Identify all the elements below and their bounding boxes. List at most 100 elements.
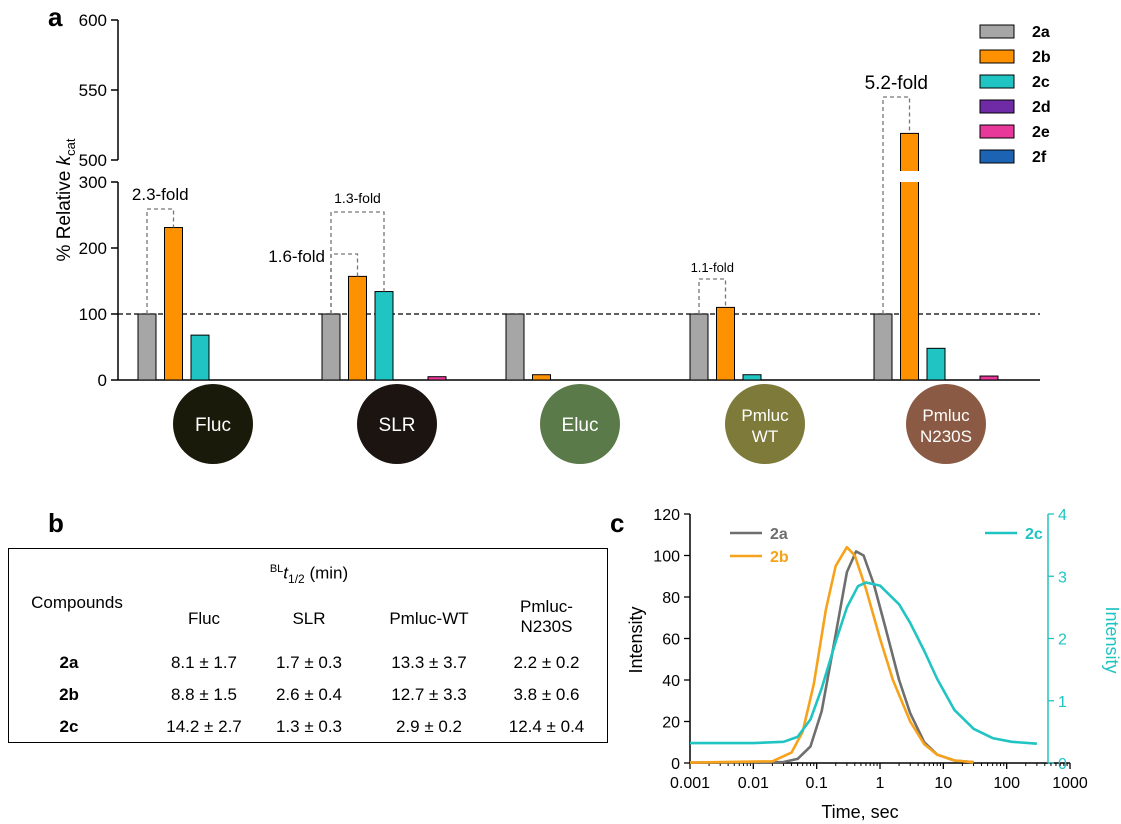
- x-tick-label: 10: [934, 775, 952, 792]
- table-cell: 14.2 ± 2.7: [166, 717, 242, 736]
- table-title: BLt1/2 (min): [269, 563, 349, 587]
- half-life-table: BLt1/2 (min) Compounds Fluc SLR Pmluc-WT…: [8, 548, 608, 743]
- bar-2a: [505, 313, 525, 381]
- x-tick-label: 0.1: [806, 775, 828, 792]
- category-image-2: [540, 384, 620, 464]
- bar-2b: [164, 227, 183, 381]
- bar-2b: [532, 374, 551, 381]
- x-tick-label: 1: [876, 775, 885, 792]
- category-label: Pmluc: [922, 406, 970, 425]
- bar-2c: [190, 334, 210, 381]
- category-label: SLR: [379, 415, 416, 436]
- y-tick-label: 550: [79, 81, 107, 100]
- category-image-1: [357, 384, 437, 464]
- bar-2e: [979, 375, 999, 381]
- y-tick-label: 300: [79, 173, 107, 192]
- table-cell: 12.7 ± 3.3: [391, 685, 467, 704]
- fold-bracket: [146, 208, 175, 314]
- bar-2a: [873, 313, 893, 381]
- bar-2c: [926, 347, 946, 381]
- fold-bracket: [330, 211, 385, 314]
- category-label: Eluc: [562, 415, 599, 436]
- table-row-label: 2c: [59, 717, 79, 736]
- bar-chart-panel-a: 0 100 200 300 500 550 600 % Relative kcat 2.3-fo…: [54, 11, 1051, 464]
- y-tick-label-right: 4: [1058, 507, 1067, 524]
- x-tick-label: 100: [993, 775, 1020, 792]
- category-image-0: [173, 384, 253, 464]
- table-cell: 12.4 ± 0.4: [508, 717, 585, 736]
- y-tick-label-left: 120: [653, 507, 680, 524]
- table-col-header: SLR: [292, 609, 326, 628]
- bar-2b: [900, 132, 919, 381]
- legend-label-2d: 2d: [1032, 99, 1051, 116]
- legend-label-2a: 2a: [1032, 24, 1050, 41]
- y-tick-label-right: 2: [1058, 632, 1067, 649]
- fold-bracket: [698, 278, 727, 314]
- y-tick-label-left: 40: [662, 673, 680, 690]
- legend-swatch-2c: [979, 74, 1015, 89]
- fold-label: 1.1-fold: [691, 260, 734, 275]
- y-tick-label-left: 100: [653, 549, 680, 566]
- table-cell: 2.6 ± 0.4: [275, 685, 343, 704]
- category-image-4: [906, 384, 986, 464]
- category-label: Pmluc: [741, 406, 789, 425]
- category-label: WT: [752, 427, 778, 446]
- category-label: N230S: [920, 427, 972, 446]
- y-tick-label-left: 60: [662, 632, 680, 649]
- bar-2c: [742, 374, 762, 381]
- table-cell: 1.7 ± 0.3: [275, 653, 343, 672]
- bar-2b: [348, 275, 367, 381]
- table-col-header: Pmluc-WT: [389, 609, 469, 628]
- table-corner-label: Compounds: [31, 593, 123, 612]
- y-axis-label-right: Intensity: [1102, 606, 1121, 673]
- y-tick-label: 200: [79, 239, 107, 258]
- bar-2a: [321, 313, 341, 381]
- table-row-label: 2b: [59, 685, 79, 704]
- table-cell: 3.8 ± 0.6: [513, 685, 580, 704]
- fold-label: 1.3-fold: [334, 190, 381, 206]
- x-tick-label: 1000: [1052, 775, 1088, 792]
- y-tick-label-left: 80: [662, 590, 680, 607]
- y-tick-label: 600: [79, 11, 107, 30]
- panel-a-label: a: [48, 2, 63, 32]
- bar-2a: [689, 313, 709, 381]
- fold-label: 2.3-fold: [132, 185, 189, 204]
- axis-break-gap: [899, 171, 920, 182]
- table-cell: 13.3 ± 3.7: [391, 653, 467, 672]
- legend-swatch-2b: [979, 49, 1015, 64]
- legend-label-2f: 2f: [1032, 149, 1047, 166]
- y-tick-label-right: 1: [1058, 694, 1067, 711]
- x-tick-label: 0.01: [738, 775, 769, 792]
- table-cell: 8.8 ± 1.5: [170, 685, 238, 704]
- legend-label-2c: 2c: [1032, 74, 1050, 91]
- y-tick-label-left: 20: [662, 715, 680, 732]
- y-axis-label-left: Intensity: [626, 606, 646, 673]
- table-row-label: 2a: [59, 653, 79, 672]
- legend-label-2c: 2c: [1025, 526, 1043, 543]
- legend-swatch-2a: [979, 24, 1015, 39]
- legend-swatch-2d: [979, 99, 1015, 114]
- x-tick-label: 0.001: [670, 775, 710, 792]
- table-cell: 1.3 ± 0.3: [275, 717, 343, 736]
- table-col-header: Pmluc- N230S: [520, 597, 573, 636]
- bar-2e: [427, 376, 447, 381]
- legend-label-2b: 2b: [770, 549, 789, 566]
- fold-label: 5.2-fold: [865, 73, 928, 94]
- table-cell: 8.1 ± 1.7: [170, 653, 238, 672]
- y-tick-label: 100: [79, 305, 107, 324]
- table-cell: 2.9 ± 0.2: [395, 717, 463, 736]
- bar-2a: [137, 313, 157, 381]
- y-tick-label: 0: [98, 371, 107, 390]
- series-line-2a: [689, 550, 974, 764]
- legend-label-2b: 2b: [1032, 49, 1051, 66]
- series-line-2c: [690, 581, 1037, 745]
- bar-2b: [716, 306, 735, 381]
- fold-label: 1.6-fold: [268, 247, 325, 266]
- panel-c-label: c: [610, 508, 625, 538]
- y-tick-label-left: 0: [671, 756, 680, 773]
- series-line-2b: [689, 545, 974, 764]
- y-axis-label: % Relative kcat: [54, 138, 78, 261]
- fold-bracket: [882, 96, 911, 314]
- legend-label-2a: 2a: [770, 526, 788, 543]
- legend-swatch-2f: [979, 149, 1015, 164]
